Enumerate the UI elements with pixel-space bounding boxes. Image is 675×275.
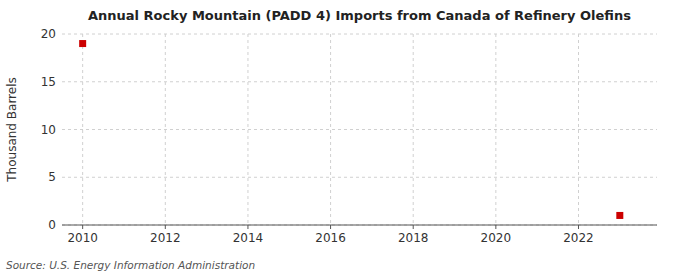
y-grid-line [62, 34, 657, 35]
x-tick [495, 225, 496, 229]
axes: 2010 2012 2014 2016 2018 2020 2022 0 5 10 15 20 [41, 27, 594, 245]
x-grid-line [82, 34, 83, 225]
x-grid-line [578, 34, 579, 225]
x-tick-label: 2012 [150, 231, 181, 245]
y-axis-label: Thousand Barrels [5, 77, 19, 182]
grid [62, 34, 657, 225]
y-tick-label: 5 [48, 170, 56, 184]
x-grid-line [413, 34, 414, 225]
y-grid-line [62, 129, 657, 130]
x-tick-label: 2014 [233, 231, 264, 245]
y-tick-label: 15 [41, 75, 56, 89]
y-tick-label: 20 [41, 27, 56, 41]
x-grid-line [165, 34, 166, 225]
source-note: Source: U.S. Energy Information Administ… [6, 259, 255, 271]
chart-svg: 2010 2012 2014 2016 2018 2020 2022 0 5 10 15 20 Thou… [0, 0, 675, 275]
x-grid-line [330, 34, 331, 225]
x-tick-label: 2016 [315, 231, 346, 245]
x-tick [247, 225, 248, 229]
x-grid-line [247, 34, 248, 225]
x-tick-label: 2022 [563, 231, 594, 245]
points [79, 40, 623, 219]
point [616, 212, 623, 219]
x-tick-label: 2018 [398, 231, 429, 245]
chart-container: 2010 2012 2014 2016 2018 2020 2022 0 5 10 15 20 Thou… [0, 0, 675, 275]
point [79, 40, 86, 47]
y-grid-line [62, 225, 657, 226]
x-tick [330, 225, 331, 229]
x-tick [82, 225, 83, 229]
x-axis-line [62, 225, 657, 226]
x-tick-label: 2010 [67, 231, 98, 245]
x-tick-label: 2020 [481, 231, 512, 245]
y-grid-line [62, 177, 657, 178]
y-tick-label: 10 [41, 123, 56, 137]
x-tick [165, 225, 166, 229]
y-tick-label: 0 [48, 218, 56, 232]
chart-title: Annual Rocky Mountain (PADD 4) Imports f… [88, 8, 631, 23]
x-grid-line [495, 34, 496, 225]
y-grid-line [62, 81, 657, 82]
x-tick [578, 225, 579, 229]
x-tick [413, 225, 414, 229]
